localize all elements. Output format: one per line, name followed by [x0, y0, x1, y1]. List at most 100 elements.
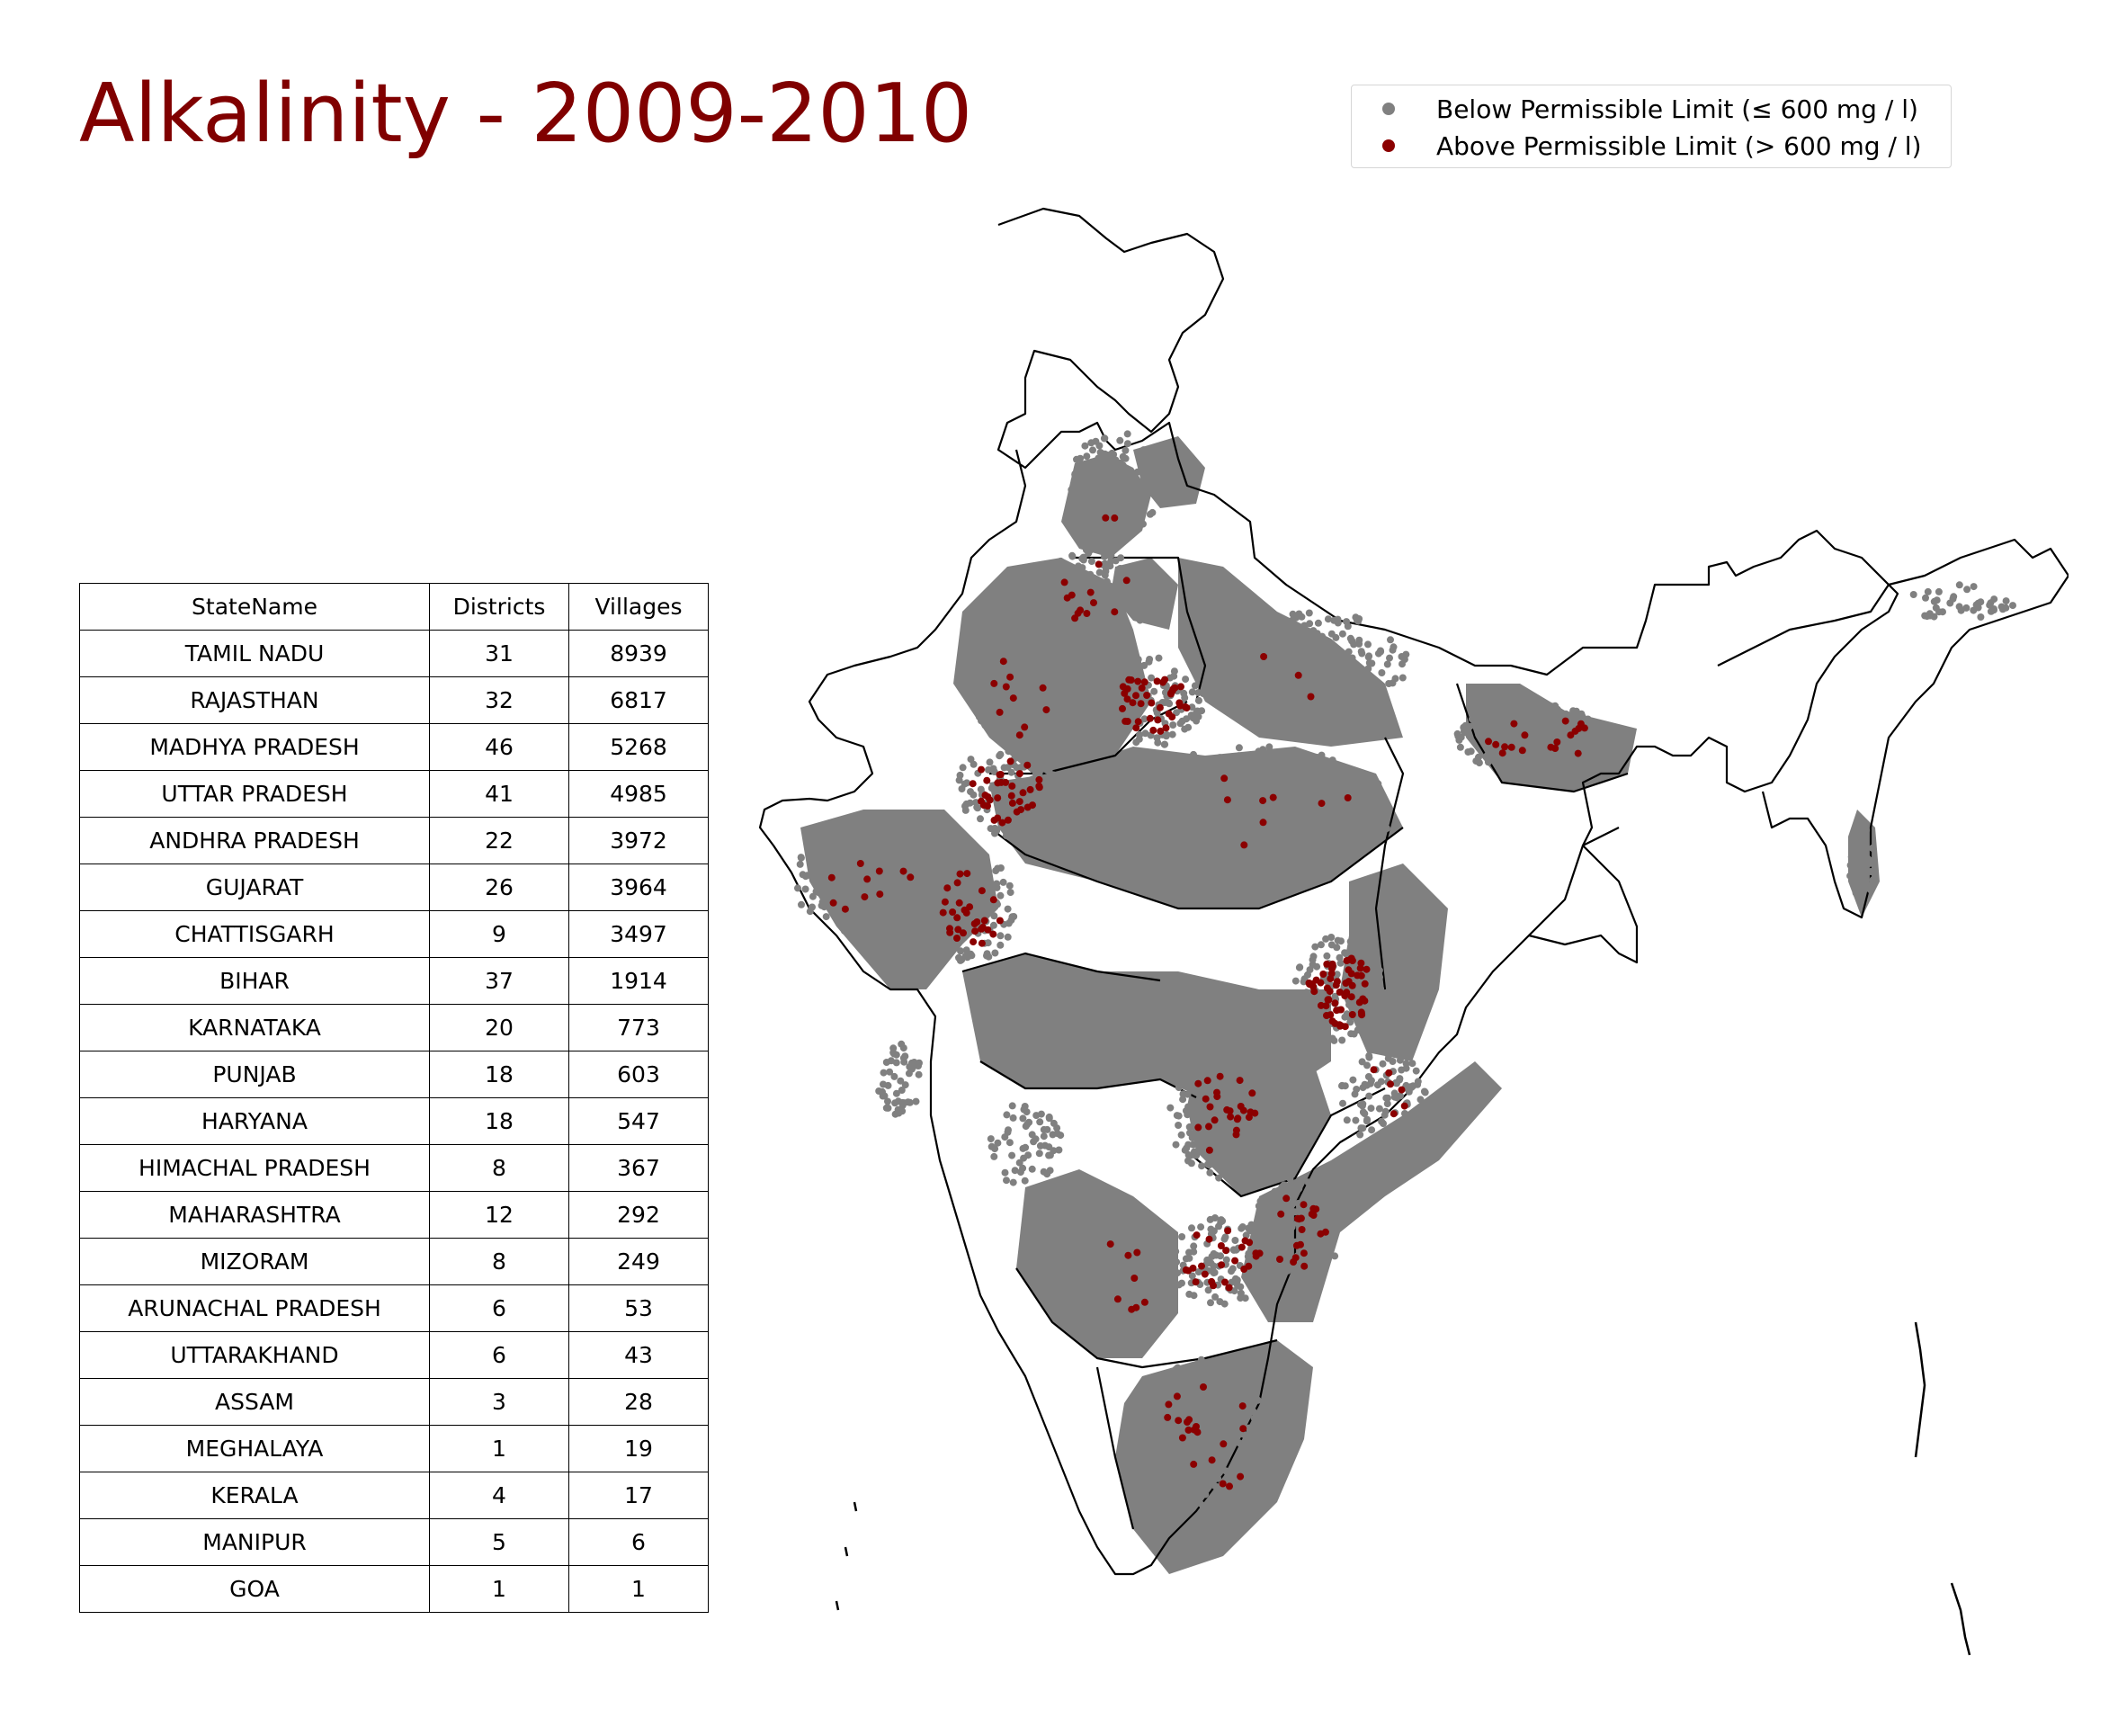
- sample-point-below: [1041, 764, 1050, 772]
- sample-point-below: [1008, 913, 1016, 921]
- sample-point-below: [1585, 734, 1593, 742]
- sample-point-below: [1304, 1178, 1312, 1186]
- sample-point-above: [1297, 1240, 1304, 1248]
- sample-point-below: [1031, 725, 1038, 733]
- sample-point-above: [1119, 683, 1127, 691]
- cell-statename: UTTAR PRADESH: [79, 770, 430, 818]
- sample-point-below: [864, 865, 872, 873]
- sample-point-below: [1319, 1214, 1327, 1222]
- sample-point-below: [1390, 643, 1398, 651]
- sample-point-below: [1324, 779, 1332, 787]
- cell-districts: 18: [429, 1097, 569, 1145]
- sample-point-below: [1199, 1501, 1207, 1509]
- sample-point-below: [1163, 832, 1171, 840]
- sample-point-above: [1218, 1261, 1226, 1269]
- sample-point-below: [1475, 730, 1482, 738]
- sample-point-below: [1079, 1225, 1087, 1233]
- sample-point-below: [1231, 1379, 1239, 1387]
- sample-point-below: [1103, 1293, 1110, 1302]
- sample-point-below: [1307, 687, 1315, 695]
- sample-point-below: [831, 888, 838, 896]
- sample-point-below: [897, 1077, 905, 1085]
- sample-point-above: [1206, 1103, 1214, 1111]
- sample-point-above: [1363, 965, 1371, 973]
- sample-point-below: [1221, 1467, 1229, 1475]
- sample-point-below: [1005, 881, 1014, 890]
- sample-point-below: [1124, 1263, 1132, 1271]
- sample-point-below: [1166, 1104, 1175, 1112]
- sample-point-above: [949, 908, 957, 916]
- sample-point-below: [1308, 700, 1316, 708]
- sample-point-below: [1345, 648, 1353, 656]
- sample-point-below: [898, 910, 907, 918]
- sample-point-below: [1309, 675, 1318, 683]
- sample-point-below: [1211, 1293, 1220, 1301]
- sample-point-below: [1361, 1110, 1369, 1118]
- sample-point-above: [1225, 1284, 1233, 1292]
- sample-point-below: [1001, 1133, 1009, 1141]
- sample-point-below: [908, 1065, 916, 1073]
- table-row: RAJASTHAN 32 6817: [79, 676, 709, 724]
- sample-point-above: [1245, 1262, 1253, 1270]
- sample-point-below: [1233, 1068, 1241, 1076]
- sample-point-below: [1224, 833, 1232, 841]
- sample-point-above: [1211, 1116, 1219, 1124]
- sample-point-below: [1179, 1455, 1187, 1463]
- sample-point-below: [1210, 1068, 1218, 1076]
- sample-point-below: [1078, 564, 1086, 572]
- sample-point-below: [1396, 1076, 1404, 1084]
- sample-point-below: [1155, 1474, 1163, 1482]
- sample-point-below: [1245, 1424, 1253, 1432]
- sample-point-below: [1533, 739, 1542, 747]
- sample-point-below: [1050, 738, 1059, 747]
- sample-point-below: [1174, 1364, 1182, 1372]
- sample-point-below: [1030, 823, 1038, 831]
- sample-point-below: [1112, 456, 1120, 464]
- sample-point-below: [1009, 613, 1017, 622]
- sample-point-below: [1203, 1056, 1211, 1064]
- sample-point-below: [1181, 784, 1189, 792]
- sample-point-below: [1130, 1283, 1138, 1291]
- sample-point-below: [1061, 1292, 1069, 1300]
- sample-point-below: [1503, 720, 1511, 728]
- sample-point-below: [1243, 699, 1251, 707]
- cell-statename: GUJARAT: [79, 864, 430, 911]
- sample-point-below: [1233, 684, 1241, 692]
- table-row: ARUNACHAL PRADESH 6 53: [79, 1284, 709, 1332]
- sample-point-below: [1514, 714, 1522, 721]
- sample-point-below: [1383, 1100, 1391, 1108]
- sample-point-below: [1156, 797, 1164, 805]
- sample-point-below: [1276, 845, 1284, 853]
- sample-point-below: [1331, 1252, 1339, 1260]
- sample-point-below: [1542, 702, 1550, 710]
- sample-point-above: [1300, 1262, 1309, 1270]
- sample-point-above: [996, 917, 1004, 925]
- sample-point-above: [1008, 782, 1016, 790]
- above-limit-points: [827, 514, 1588, 1490]
- sample-point-below: [890, 1072, 898, 1080]
- sample-point-below: [1138, 779, 1146, 787]
- sample-point-below: [1280, 838, 1288, 846]
- sample-point-below: [1250, 1395, 1258, 1403]
- sample-point-below: [1258, 1477, 1266, 1485]
- sample-point-above: [978, 925, 986, 933]
- sample-point-below: [1183, 811, 1191, 819]
- sample-point-above: [1121, 689, 1129, 697]
- sample-point-below: [1536, 720, 1543, 729]
- sample-point-below: [1195, 1448, 1203, 1456]
- sample-point-above: [1297, 1214, 1305, 1222]
- cell-districts: 3: [429, 1378, 569, 1426]
- sample-point-above: [1017, 806, 1025, 814]
- sample-point-below: [809, 892, 817, 900]
- sample-point-below: [1303, 680, 1311, 688]
- sample-point-below: [1080, 615, 1088, 623]
- sample-point-below: [1525, 712, 1533, 720]
- sample-point-above: [1161, 676, 1169, 684]
- sample-point-above: [1259, 797, 1267, 805]
- sample-point-below: [799, 871, 807, 879]
- sample-point-below: [1188, 1133, 1196, 1141]
- sample-point-below: [906, 1098, 914, 1106]
- sample-point-below: [1073, 455, 1080, 463]
- sample-point-below: [1247, 845, 1256, 853]
- sample-point-below: [1318, 995, 1326, 1003]
